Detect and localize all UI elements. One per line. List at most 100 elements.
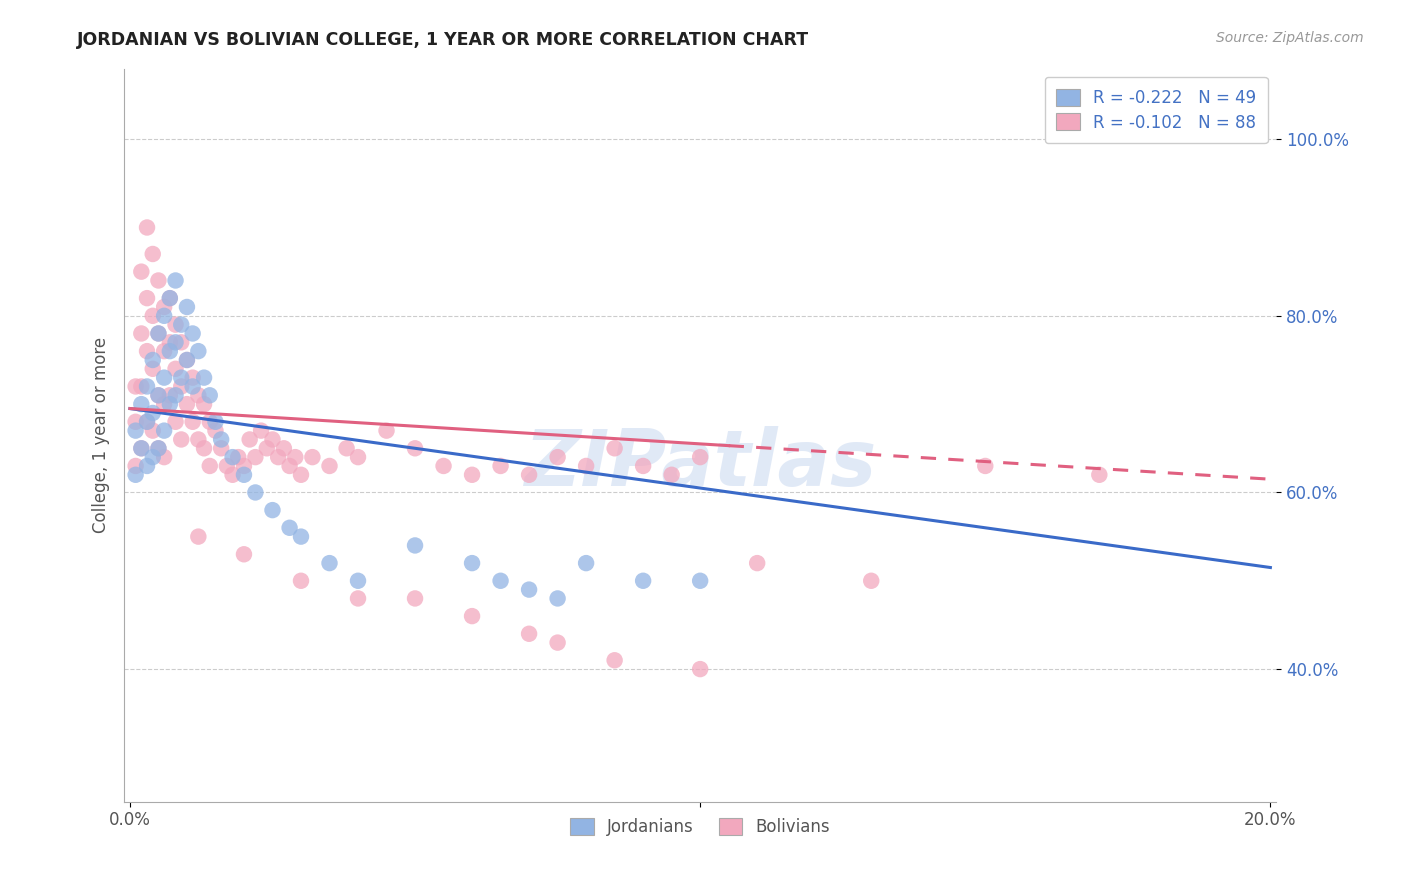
Point	[517, 582, 540, 597]
Point	[153, 309, 176, 323]
Point	[284, 450, 307, 464]
Point	[290, 467, 312, 482]
Point	[142, 353, 165, 368]
Text: ZIPatlas: ZIPatlas	[524, 426, 876, 502]
Point	[603, 442, 626, 456]
Point	[318, 458, 340, 473]
Point	[547, 635, 569, 649]
Point	[226, 450, 249, 464]
Point	[1088, 467, 1111, 482]
Point	[136, 291, 159, 305]
Point	[262, 503, 284, 517]
Point	[461, 467, 484, 482]
Point	[221, 467, 243, 482]
Point	[404, 538, 426, 552]
Point	[124, 467, 146, 482]
Point	[204, 424, 226, 438]
Point	[176, 353, 198, 368]
Point	[245, 450, 267, 464]
Point	[233, 458, 256, 473]
Y-axis label: College, 1 year or more: College, 1 year or more	[93, 337, 110, 533]
Text: JORDANIAN VS BOLIVIAN COLLEGE, 1 YEAR OR MORE CORRELATION CHART: JORDANIAN VS BOLIVIAN COLLEGE, 1 YEAR OR…	[77, 31, 810, 49]
Point	[159, 388, 181, 402]
Point	[165, 273, 187, 287]
Point	[170, 379, 193, 393]
Point	[181, 379, 204, 393]
Point	[661, 467, 683, 482]
Point	[432, 458, 454, 473]
Point	[131, 326, 153, 341]
Point	[336, 442, 359, 456]
Point	[153, 424, 176, 438]
Point	[347, 450, 370, 464]
Point	[290, 530, 312, 544]
Point	[148, 273, 170, 287]
Point	[347, 591, 370, 606]
Point	[631, 458, 654, 473]
Point	[165, 318, 187, 332]
Point	[148, 326, 170, 341]
Point	[747, 556, 769, 570]
Point	[278, 458, 301, 473]
Point	[159, 335, 181, 350]
Point	[159, 291, 181, 305]
Point	[131, 442, 153, 456]
Point	[131, 265, 153, 279]
Point	[267, 450, 290, 464]
Point	[153, 370, 176, 384]
Point	[198, 388, 221, 402]
Point	[165, 361, 187, 376]
Point	[142, 406, 165, 420]
Point	[193, 370, 215, 384]
Point	[165, 415, 187, 429]
Point	[404, 591, 426, 606]
Point	[209, 433, 232, 447]
Point	[159, 344, 181, 359]
Point	[159, 291, 181, 305]
Point	[239, 433, 262, 447]
Point	[148, 388, 170, 402]
Point	[136, 379, 159, 393]
Point	[461, 556, 484, 570]
Point	[204, 415, 226, 429]
Point	[250, 424, 273, 438]
Point	[148, 388, 170, 402]
Point	[547, 450, 569, 464]
Point	[489, 458, 512, 473]
Point	[221, 450, 243, 464]
Point	[187, 433, 209, 447]
Text: Source: ZipAtlas.com: Source: ZipAtlas.com	[1216, 31, 1364, 45]
Point	[148, 326, 170, 341]
Point	[461, 609, 484, 624]
Point	[689, 574, 711, 588]
Point	[153, 344, 176, 359]
Point	[860, 574, 883, 588]
Point	[176, 353, 198, 368]
Point	[131, 397, 153, 411]
Point	[301, 450, 323, 464]
Point	[181, 370, 204, 384]
Point	[142, 247, 165, 261]
Point	[181, 326, 204, 341]
Point	[131, 442, 153, 456]
Point	[318, 556, 340, 570]
Point	[689, 662, 711, 676]
Point	[603, 653, 626, 667]
Point	[170, 335, 193, 350]
Point	[489, 574, 512, 588]
Point	[165, 335, 187, 350]
Point	[131, 379, 153, 393]
Point	[136, 415, 159, 429]
Point	[142, 424, 165, 438]
Point	[124, 415, 146, 429]
Point	[181, 415, 204, 429]
Point	[124, 424, 146, 438]
Point	[170, 318, 193, 332]
Point	[209, 442, 232, 456]
Point	[136, 458, 159, 473]
Point	[347, 574, 370, 588]
Point	[375, 424, 398, 438]
Point	[170, 370, 193, 384]
Point	[136, 344, 159, 359]
Point	[193, 397, 215, 411]
